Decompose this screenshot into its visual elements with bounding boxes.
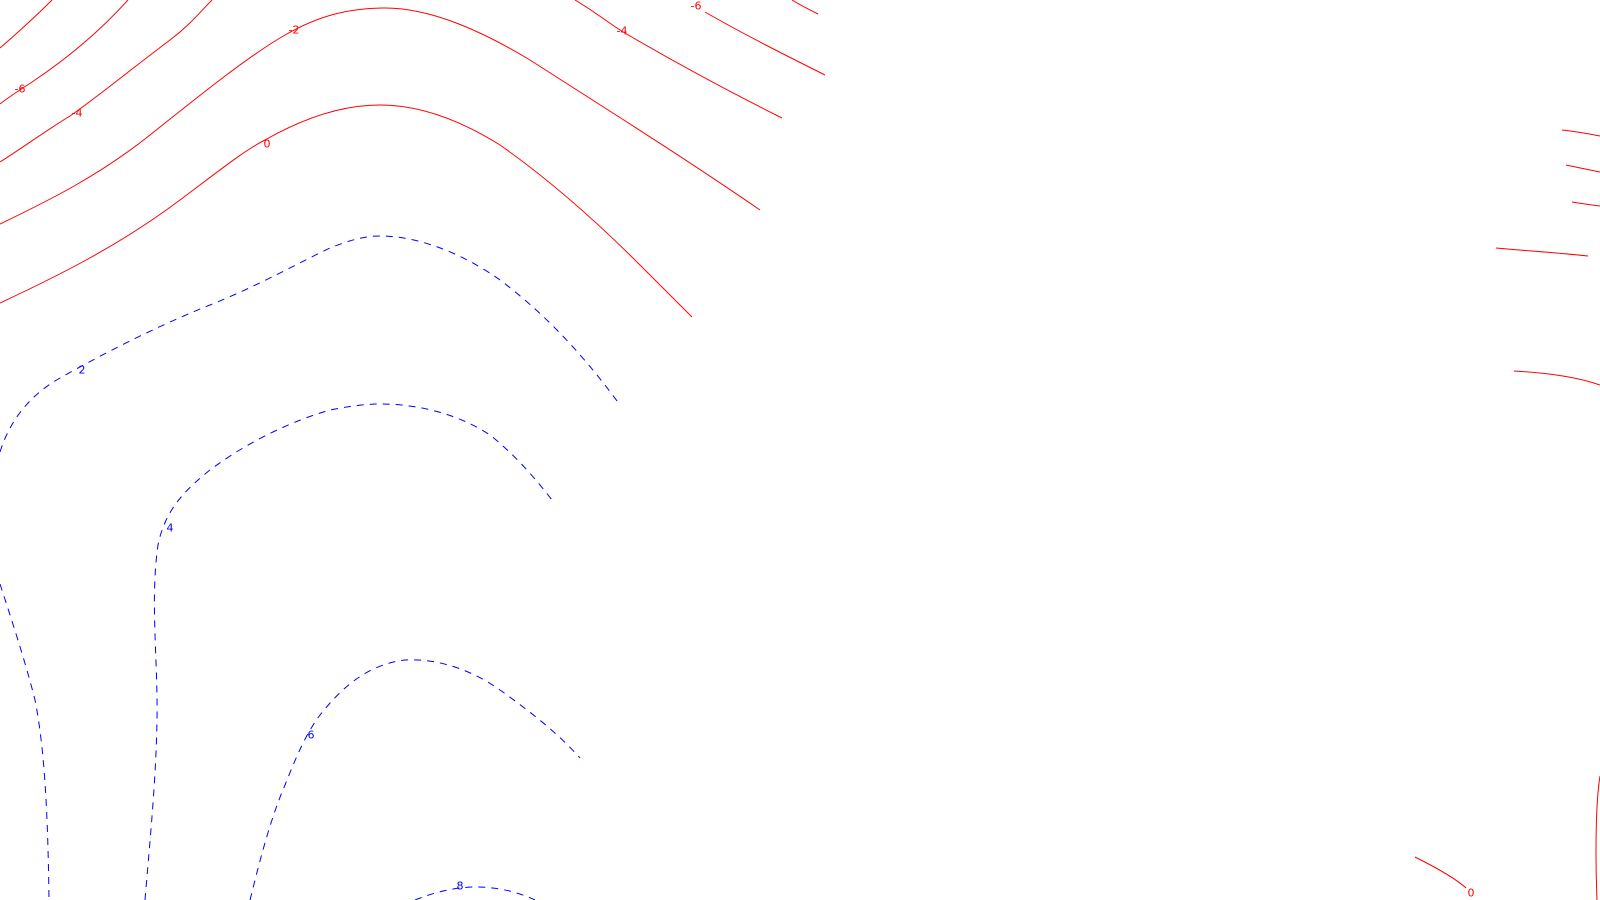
contour-line-minus6-left-2 — [0, 0, 129, 105]
contour-line-plus4 — [0, 583, 50, 900]
contour-label-plus2: 2 — [79, 364, 86, 377]
contour-labels: -6 -4 -2 0 -4 -6 0 2 4 6 8 — [15, 0, 1475, 900]
contour-label-minus6-right: -6 — [691, 0, 702, 13]
contour-line-plus6 — [249, 659, 581, 900]
contour-label-minus6-left: -6 — [15, 83, 26, 96]
contour-line-minus6-left — [0, 0, 53, 49]
contour-line-minus6-right-2 — [791, 0, 819, 15]
contour-label-zero-bottom-right: 0 — [1468, 887, 1475, 900]
contour-label-plus6: 6 — [308, 729, 315, 742]
contour-line-plus4-b — [144, 403, 553, 900]
positive-contours — [0, 235, 621, 900]
contour-line-plus2 — [0, 235, 621, 453]
contour-label-minus4-left: -4 — [72, 107, 83, 120]
contour-fragment-right-6 — [1595, 775, 1600, 900]
contour-line-minus2 — [0, 7, 761, 225]
contour-line-minus4-left — [0, 0, 213, 163]
contour-fragment-bottom-right — [1414, 856, 1467, 889]
contour-fragment-right-2 — [1565, 164, 1600, 173]
contour-line-zero — [0, 104, 693, 318]
contour-fragment-right-5 — [1513, 370, 1600, 386]
contour-line-plus8 — [414, 886, 536, 900]
contour-fragment-right-4 — [1495, 247, 1589, 257]
contour-label-minus4-right: -4 — [617, 25, 628, 38]
contour-label-minus2: -2 — [289, 24, 300, 37]
contour-line-minus6-right — [704, 11, 826, 76]
contour-line-minus4-right — [574, 0, 783, 119]
contour-fragment-right-3 — [1571, 201, 1600, 207]
contour-fragment-right-1 — [1561, 129, 1600, 137]
contour-label-zero: 0 — [264, 138, 271, 151]
contour-label-plus8: 8 — [457, 880, 464, 893]
contour-label-plus4: 4 — [167, 522, 174, 535]
